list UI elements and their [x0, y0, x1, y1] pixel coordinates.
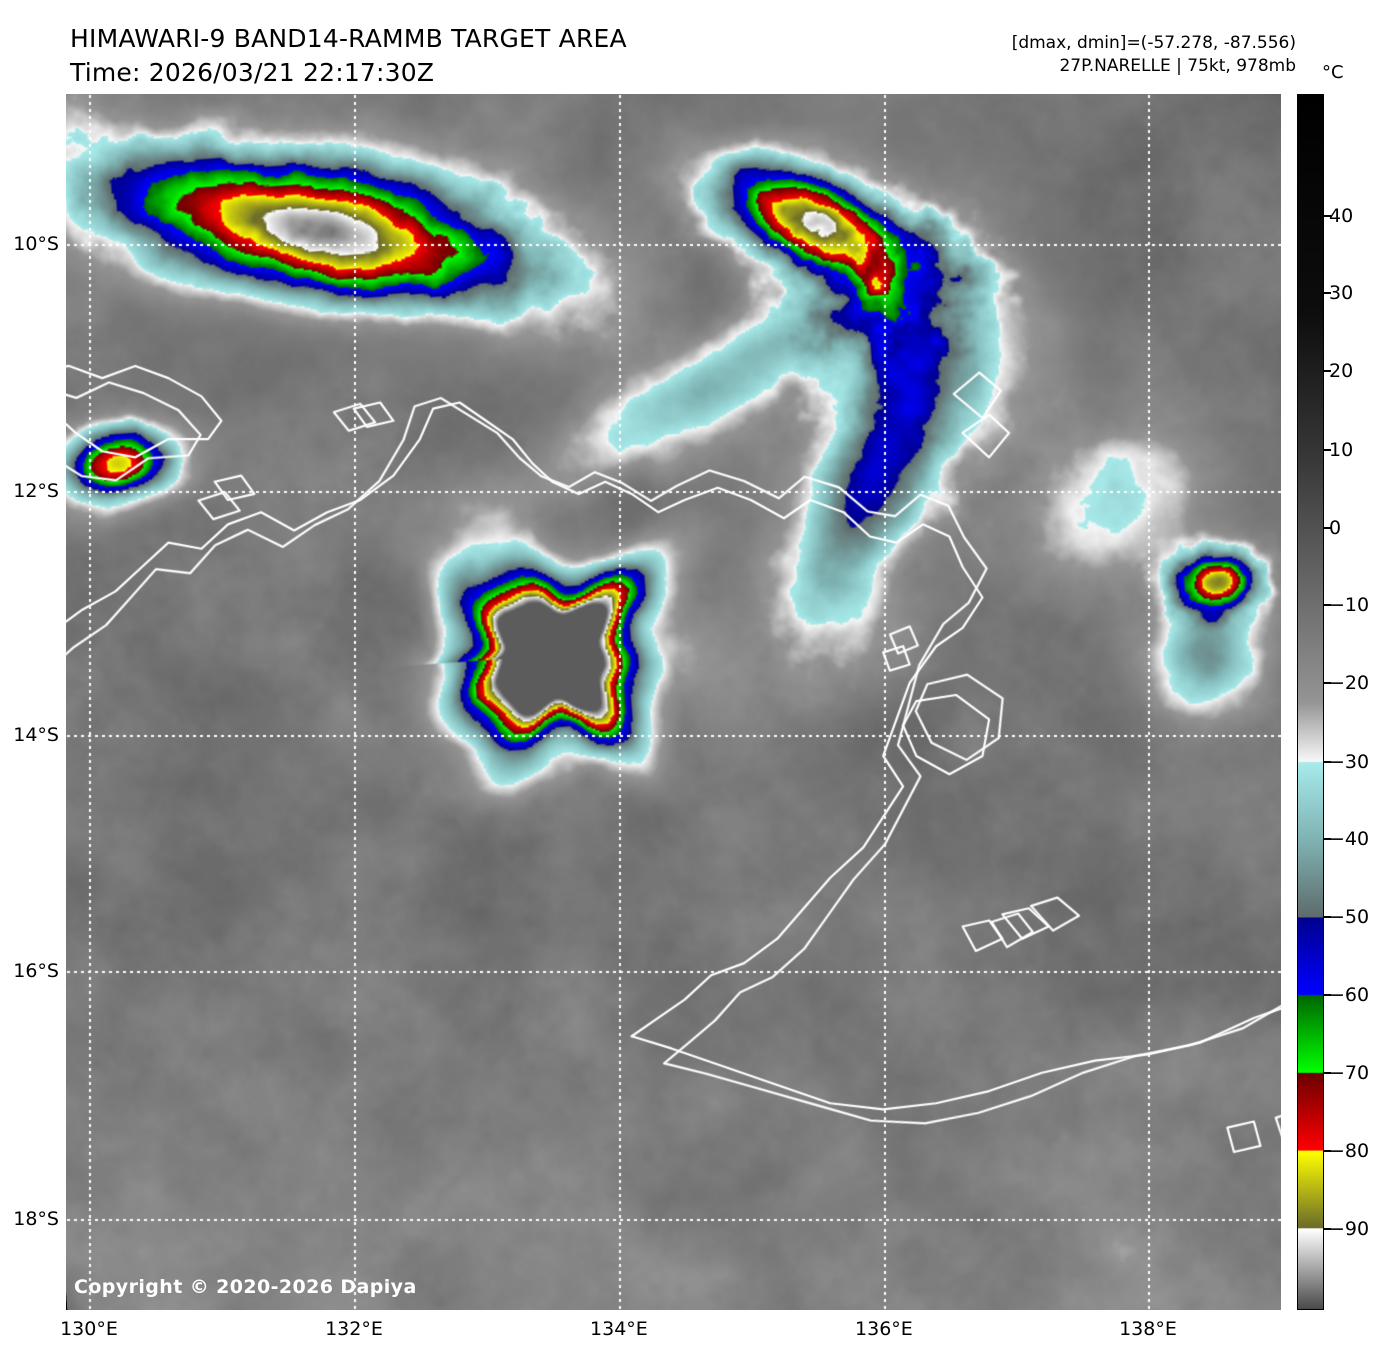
- colorbar-tick-mark: [1324, 370, 1331, 373]
- satellite-image-plot[interactable]: Copyright © 2020-2026 Dapiya: [66, 94, 1281, 1310]
- colorbar-tick-mark: [1324, 292, 1331, 295]
- colorbar-tick-mark: [1324, 682, 1331, 685]
- colorbar-tick-label: −10: [1329, 594, 1370, 617]
- colorbar-tick-mark: [1324, 1072, 1331, 1075]
- colorbar-tick-mark: [1324, 916, 1331, 919]
- longitude-tick-label: 130°E: [60, 1318, 118, 1340]
- colorbar-tick-label: −30: [1329, 750, 1370, 773]
- latitude-tick-label: 16°S: [13, 959, 59, 982]
- colorbar-tick-label: −70: [1329, 1062, 1370, 1085]
- colorbar-tick-label: −80: [1329, 1140, 1370, 1163]
- colorbar-tick-label: 10: [1329, 438, 1354, 461]
- colorbar-tick-label: 20: [1329, 360, 1354, 383]
- colorbar-gradient: [1298, 95, 1323, 1309]
- colorbar-tick-label: 40: [1329, 204, 1354, 227]
- latitude-tick-label: 14°S: [13, 723, 59, 746]
- colorbar-tick-mark: [1324, 604, 1331, 607]
- coastline-overlay-outer: [66, 94, 1281, 1310]
- page-title: HIMAWARI-9 BAND14-RAMMB TARGET AREA Time…: [70, 24, 627, 87]
- storm-intensity-readout: 27P.NARELLE | 75kt, 978mb: [1059, 56, 1296, 76]
- dmax-dmin-readout: [dmax, dmin]=(-57.278, -87.556): [1011, 33, 1296, 53]
- colorbar-tick-label: −40: [1329, 828, 1370, 851]
- colorbar-tick-mark: [1324, 994, 1331, 997]
- colorbar-tick-mark: [1324, 1150, 1331, 1153]
- colorbar-tick-mark: [1324, 526, 1331, 529]
- colorbar-tick-label: −60: [1329, 984, 1370, 1007]
- copyright-notice: Copyright © 2020-2026 Dapiya: [74, 1276, 417, 1298]
- latitude-tick-label: 12°S: [13, 480, 59, 503]
- temperature-colorbar: [1297, 94, 1324, 1310]
- colorbar-tick-label: −50: [1329, 906, 1370, 929]
- longitude-tick-label: 138°E: [1119, 1318, 1177, 1340]
- colorbar-tick-mark: [1324, 838, 1331, 841]
- colorbar-tick-mark: [1324, 1228, 1331, 1231]
- colorbar-unit-label: °C: [1322, 62, 1344, 83]
- latitude-tick-label: 10°S: [13, 233, 59, 256]
- colorbar-tick-mark: [1324, 214, 1331, 217]
- colorbar-tick-label: −20: [1329, 672, 1370, 695]
- colorbar-tick-label: 0: [1329, 516, 1342, 539]
- colorbar-tick-label: −90: [1329, 1218, 1370, 1241]
- longitude-tick-label: 136°E: [855, 1318, 913, 1340]
- longitude-tick-label: 132°E: [325, 1318, 383, 1340]
- colorbar-tick-mark: [1324, 448, 1331, 451]
- header-metadata: [dmax, dmin]=(-57.278, -87.556) 27P.NARE…: [1012, 32, 1296, 78]
- longitude-tick-label: 134°E: [590, 1318, 648, 1340]
- colorbar-tick-mark: [1324, 760, 1331, 763]
- colorbar-tick-label: 30: [1329, 282, 1354, 305]
- latitude-tick-label: 18°S: [13, 1208, 59, 1231]
